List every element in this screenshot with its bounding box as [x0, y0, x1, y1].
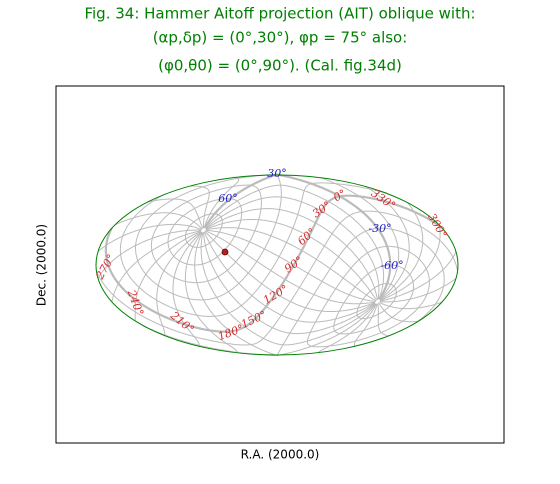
x-axis-label: R.A. (2000.0) [241, 448, 320, 462]
subtitle: (αp,δp) = (0°,30°), φp = 75° also: [153, 29, 408, 47]
meridian [203, 176, 400, 300]
reference-point [221, 248, 229, 256]
parallel [96, 210, 458, 346]
meridian [172, 231, 378, 347]
parallel-label: 60° [218, 192, 238, 205]
meridian [111, 230, 442, 310]
parallel [333, 264, 415, 335]
parallel [167, 198, 243, 266]
y-axis-label: Dec. (2000.0) [35, 224, 49, 306]
meridian-label: 0° [331, 187, 348, 205]
title: Fig. 34: Hammer Aitoff projection (AIT) … [84, 5, 475, 23]
parallel [356, 283, 397, 320]
parallel [150, 184, 262, 284]
parallel [184, 213, 223, 248]
parallel [135, 174, 282, 301]
parallel [104, 194, 443, 333]
parallel [307, 245, 430, 348]
parallel-label: -60° [380, 259, 403, 272]
projection-border [95, 174, 459, 356]
axes-frame [55, 85, 505, 444]
subtitle: (φ0,θ0) = (0°,90°). (Cal. fig.34d) [158, 57, 402, 75]
parallel-label: -30° [368, 222, 391, 235]
parallel [119, 182, 388, 317]
parallel-label: 30° [267, 167, 287, 180]
